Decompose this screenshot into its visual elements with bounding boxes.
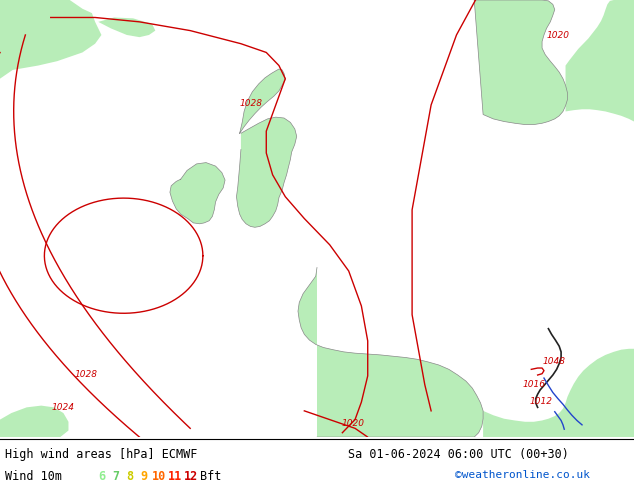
Text: 1016: 1016 [523, 380, 546, 389]
Text: 6: 6 [98, 470, 105, 483]
Polygon shape [474, 0, 567, 124]
Polygon shape [0, 0, 101, 79]
Text: Wind 10m: Wind 10m [5, 470, 62, 483]
Polygon shape [240, 69, 285, 133]
Polygon shape [566, 0, 634, 122]
Text: 1020: 1020 [341, 419, 364, 428]
Text: 1012: 1012 [530, 397, 553, 406]
Text: Bft: Bft [200, 470, 221, 483]
Text: 1028: 1028 [75, 370, 98, 379]
Polygon shape [170, 163, 225, 224]
Text: 1048: 1048 [542, 357, 565, 366]
Text: 10: 10 [152, 470, 166, 483]
Polygon shape [0, 406, 68, 437]
Text: 7: 7 [112, 470, 119, 483]
Text: 1020: 1020 [547, 31, 569, 41]
Polygon shape [98, 18, 155, 37]
Polygon shape [298, 268, 483, 437]
Text: ©weatheronline.co.uk: ©weatheronline.co.uk [455, 470, 590, 480]
Text: 1024: 1024 [52, 403, 75, 412]
Text: Sa 01-06-2024 06:00 UTC (00+30): Sa 01-06-2024 06:00 UTC (00+30) [348, 448, 569, 461]
Text: 9: 9 [140, 470, 147, 483]
Text: 1028: 1028 [240, 99, 262, 108]
Text: 12: 12 [184, 470, 198, 483]
Polygon shape [236, 117, 297, 227]
Text: 11: 11 [168, 470, 182, 483]
Text: 8: 8 [126, 470, 133, 483]
Text: High wind areas [hPa] ECMWF: High wind areas [hPa] ECMWF [5, 448, 197, 461]
Polygon shape [483, 349, 634, 437]
